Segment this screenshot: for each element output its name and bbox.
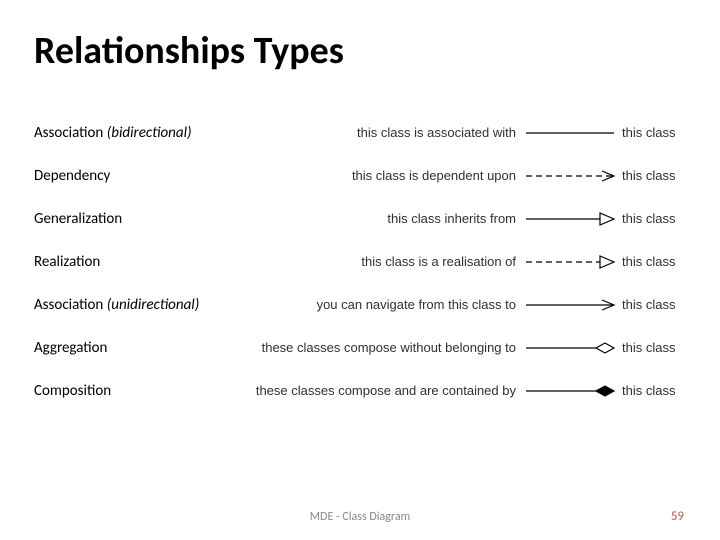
relationship-name: Realization: [34, 253, 224, 271]
relationship-description: you can navigate from this class to: [317, 297, 516, 312]
relationship-description-cell: these classes compose without belonging …: [224, 340, 524, 355]
relationship-name-plain: Composition: [34, 382, 111, 400]
relationship-right-label: this class: [616, 168, 686, 183]
relationship-arrow-icon: [524, 121, 616, 145]
relationship-description: this class inherits from: [387, 211, 516, 226]
footer-center: MDE - Class Diagram: [310, 510, 410, 524]
relationship-name-italic: (bidirectional): [107, 124, 192, 142]
footer: MDE - Class Diagram 59: [0, 509, 720, 524]
relationship-description: these classes compose and are contained …: [256, 383, 516, 398]
relationship-row: Realization this class is a realisation o…: [34, 245, 686, 278]
relationship-right-label: this class: [616, 383, 686, 398]
relationship-right-label: this class: [616, 297, 686, 312]
relationship-name: Association (bidirectional): [34, 124, 224, 142]
relationship-row: Composition these classes compose and are…: [34, 374, 686, 407]
relationship-name-italic: (unidirectional): [107, 296, 200, 314]
relationship-description-cell: this class is a realisation of: [224, 254, 524, 269]
relationship-description-cell: these classes compose and are contained …: [224, 383, 524, 398]
relationship-name: Association (unidirectional): [34, 296, 224, 314]
relationship-arrow-icon: [524, 164, 616, 188]
relationship-name-plain: Generalization: [34, 210, 122, 228]
relationship-row: Association (bidirectional) this class is…: [34, 116, 686, 149]
relationship-name-plain: Aggregation: [34, 339, 107, 357]
relationship-name: Dependency: [34, 167, 224, 185]
relationship-name-plain: Dependency: [34, 167, 110, 185]
relationship-name: Generalization: [34, 210, 224, 228]
relationship-arrow-icon: [524, 379, 616, 403]
relationship-description: this class is associated with: [357, 125, 516, 140]
relationship-arrow-icon: [524, 250, 616, 274]
relationship-row: Generalization this class inherits from th…: [34, 202, 686, 235]
relationship-right-label: this class: [616, 211, 686, 226]
relationship-name: Composition: [34, 382, 224, 400]
relationship-arrow-icon: [524, 207, 616, 231]
relationship-name: Aggregation: [34, 339, 224, 357]
relationship-right-label: this class: [616, 254, 686, 269]
relationship-description: this class is a realisation of: [361, 254, 516, 269]
slide: Relationships Types Association (bidirec…: [0, 0, 720, 540]
relationship-description-cell: this class is associated with: [224, 125, 524, 140]
relationship-description-cell: you can navigate from this class to: [224, 297, 524, 312]
relationship-description-cell: this class inherits from: [224, 211, 524, 226]
relationship-name-plain: Realization: [34, 253, 100, 271]
relationship-arrow-icon: [524, 336, 616, 360]
relationship-right-label: this class: [616, 340, 686, 355]
relationship-row: Dependency this class is dependent upon th…: [34, 159, 686, 192]
relationship-description: these classes compose without belonging …: [262, 340, 516, 355]
relationships-list: Association (bidirectional) this class is…: [34, 116, 686, 407]
slide-title: Relationships Types: [34, 28, 686, 74]
relationship-description-cell: this class is dependent upon: [224, 168, 524, 183]
relationship-description: this class is dependent upon: [352, 168, 516, 183]
relationship-name-plain: Association: [34, 296, 107, 314]
relationship-row: Association (unidirectional) you can navi…: [34, 288, 686, 321]
relationship-row: Aggregation these classes compose without…: [34, 331, 686, 364]
relationship-arrow-icon: [524, 293, 616, 317]
relationship-name-plain: Association: [34, 124, 107, 142]
footer-page-number: 59: [671, 509, 684, 524]
relationship-right-label: this class: [616, 125, 686, 140]
